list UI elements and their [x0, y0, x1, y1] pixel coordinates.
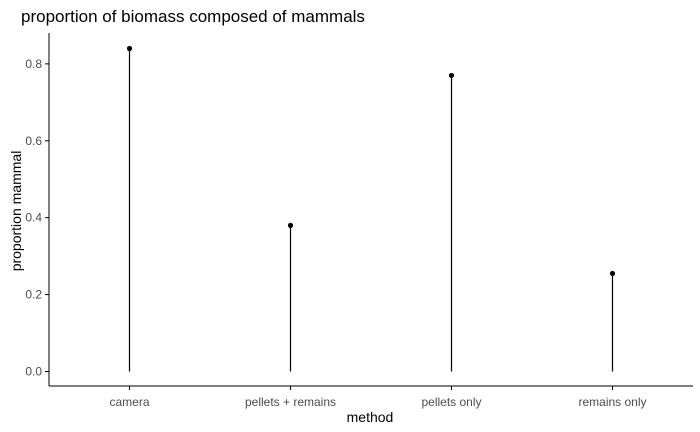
x-tick-label: remains only	[578, 395, 646, 409]
x-axis-title: method	[347, 409, 394, 425]
x-tick-label: pellets only	[421, 395, 481, 409]
x-axis-ticks: camera pellets + remains pellets only remai…	[109, 386, 647, 409]
lollipop-point	[287, 222, 294, 228]
y-tick-label: 0.6	[25, 134, 42, 148]
lollipop-point	[609, 270, 616, 277]
y-tick-label: 0.2	[25, 288, 42, 302]
chart-title: proportion of biomass composed of mammal…	[21, 7, 365, 26]
lollipop-point	[126, 45, 133, 52]
y-axis-title: proportion mammal	[8, 151, 24, 272]
y-axis-ticks: 0.0 0.2 0.4 0.6 0.8	[25, 57, 49, 379]
y-tick-label: 0.4	[25, 211, 42, 225]
lollipop-point	[448, 72, 455, 79]
y-tick-label: 0.8	[25, 57, 42, 71]
x-tick-label: camera	[109, 395, 149, 409]
data-marks	[126, 45, 616, 372]
y-tick-label: 0.0	[25, 365, 42, 379]
x-tick-label: pellets + remains	[245, 395, 336, 409]
